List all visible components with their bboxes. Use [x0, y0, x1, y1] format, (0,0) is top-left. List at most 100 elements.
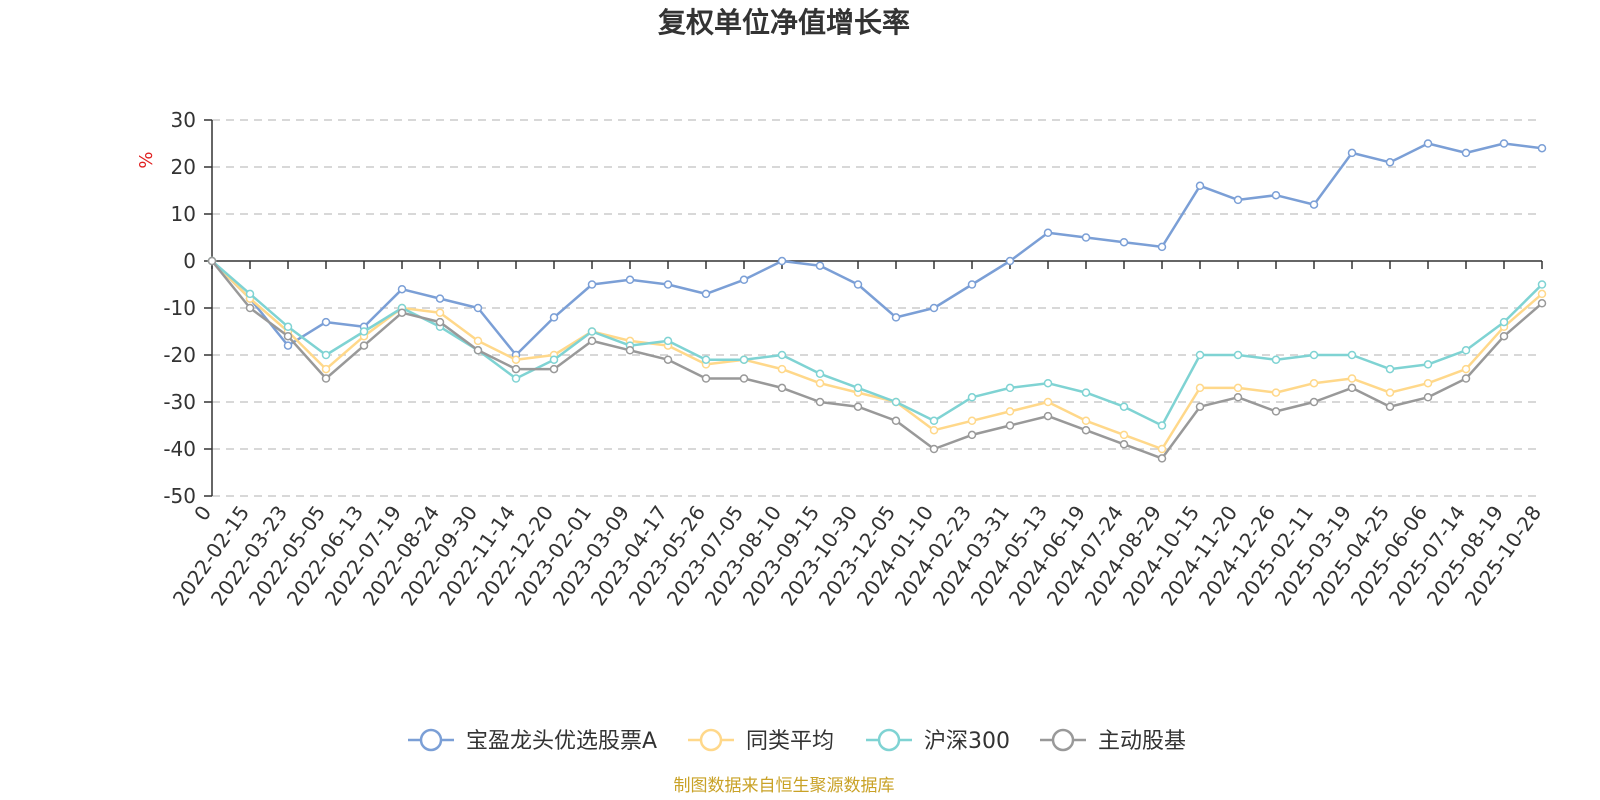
- series-point: [1081, 416, 1091, 426]
- series-point: [245, 303, 255, 313]
- y-tick-label: 30: [171, 108, 196, 132]
- series-point: [1157, 421, 1167, 430]
- axes: [211, 120, 1542, 496]
- series-point: [663, 280, 673, 289]
- series-point: [1233, 393, 1243, 402]
- series-point: [1005, 256, 1015, 266]
- series-point: [511, 355, 521, 364]
- series-point: [473, 303, 483, 313]
- x-tick-label: 0: [189, 501, 216, 525]
- series-point: [435, 317, 445, 327]
- series-point: [587, 336, 597, 346]
- series-point: [397, 308, 407, 317]
- chart-title: 复权单位净值增长率: [658, 6, 910, 39]
- series-point: [1537, 299, 1547, 308]
- series-point: [1499, 139, 1509, 148]
- series-point: [1385, 402, 1395, 411]
- series-point: [549, 355, 559, 364]
- legend-marker: [877, 728, 901, 752]
- series-point: [1119, 237, 1129, 247]
- series-point: [625, 346, 635, 355]
- series-point: [1537, 280, 1547, 289]
- series-point: [1423, 393, 1433, 402]
- series-point: [625, 275, 635, 285]
- series-point: [359, 341, 369, 350]
- y-tick-label: -30: [163, 390, 196, 414]
- series-line-0: [211, 142, 1543, 357]
- series-point: [1461, 346, 1471, 355]
- series-point: [1195, 181, 1205, 191]
- legend-label: 同类平均: [746, 729, 834, 754]
- series-point: [1385, 364, 1395, 374]
- legend-label: 主动股基: [1098, 729, 1186, 754]
- series-point: [1347, 350, 1357, 360]
- series-point: [663, 355, 673, 364]
- series-point: [1043, 228, 1053, 238]
- y-tick-label: -20: [163, 343, 196, 367]
- series-point: [891, 397, 901, 407]
- series-point: [815, 397, 825, 407]
- series-point: [1499, 331, 1509, 341]
- series-point: [701, 289, 711, 299]
- series-point: [1157, 242, 1167, 252]
- series-point: [853, 383, 863, 393]
- series-point: [587, 327, 597, 336]
- series-point: [1423, 139, 1433, 148]
- series-point: [1157, 454, 1167, 463]
- series-point: [739, 355, 749, 364]
- series-point: [1461, 148, 1471, 158]
- legend-marker: [1051, 728, 1075, 752]
- series-point: [777, 383, 787, 393]
- series-point: [967, 430, 977, 440]
- series-point: [1233, 350, 1243, 360]
- legend-label: 宝盈龙头优选股票A: [466, 729, 657, 754]
- series-point: [1271, 407, 1281, 416]
- series-point: [1461, 374, 1471, 383]
- series-point: [1271, 190, 1281, 200]
- series-point: [777, 364, 787, 374]
- series-point: [1309, 200, 1319, 209]
- series-point: [473, 336, 483, 346]
- series-point: [967, 280, 977, 289]
- series-point: [549, 313, 559, 322]
- series-point: [1119, 402, 1129, 411]
- legend: 宝盈龙头优选股票A 同类平均 沪深300 主动股基: [408, 728, 1186, 754]
- series-point: [435, 294, 445, 303]
- series-point: [1195, 383, 1205, 393]
- series-point: [739, 275, 749, 285]
- series-point: [929, 444, 939, 454]
- legend-marker: [699, 728, 723, 752]
- series-point: [1043, 411, 1053, 421]
- y-tick-label: 0: [183, 249, 196, 273]
- y-axis-unit: %: [136, 151, 157, 168]
- series-line-3: [211, 260, 1543, 460]
- series-point: [929, 416, 939, 426]
- legend-marker: [419, 728, 443, 752]
- series-point: [1385, 388, 1395, 397]
- series-line-1: [211, 260, 1543, 451]
- data-source-note: 制图数据来自恒生聚源数据库: [674, 776, 895, 796]
- series-lines: [207, 139, 1547, 463]
- series-point: [929, 303, 939, 313]
- legend-label: 沪深300: [924, 729, 1010, 754]
- series-point: [321, 374, 331, 383]
- series-point: [207, 256, 217, 266]
- series-point: [473, 346, 483, 355]
- series-point: [1347, 148, 1357, 158]
- series-point: [321, 364, 331, 374]
- x-axis-ticks: 02022-02-152022-03-232022-05-052022-06-1…: [168, 261, 1546, 610]
- y-axis-ticks: 30 20 10 0 -10 -20 -30 -40 -50: [163, 108, 212, 508]
- series-point: [511, 374, 521, 383]
- series-line-2: [211, 260, 1543, 427]
- series-point: [435, 308, 445, 317]
- series-point: [815, 369, 825, 379]
- series-point: [1043, 397, 1053, 407]
- series-point: [283, 331, 293, 341]
- series-point: [967, 393, 977, 402]
- series-point: [1309, 378, 1319, 388]
- series-point: [1005, 383, 1015, 393]
- y-tick-label: -50: [163, 484, 196, 508]
- series-point: [1537, 289, 1547, 299]
- series-point: [777, 350, 787, 360]
- series-point: [1385, 158, 1395, 167]
